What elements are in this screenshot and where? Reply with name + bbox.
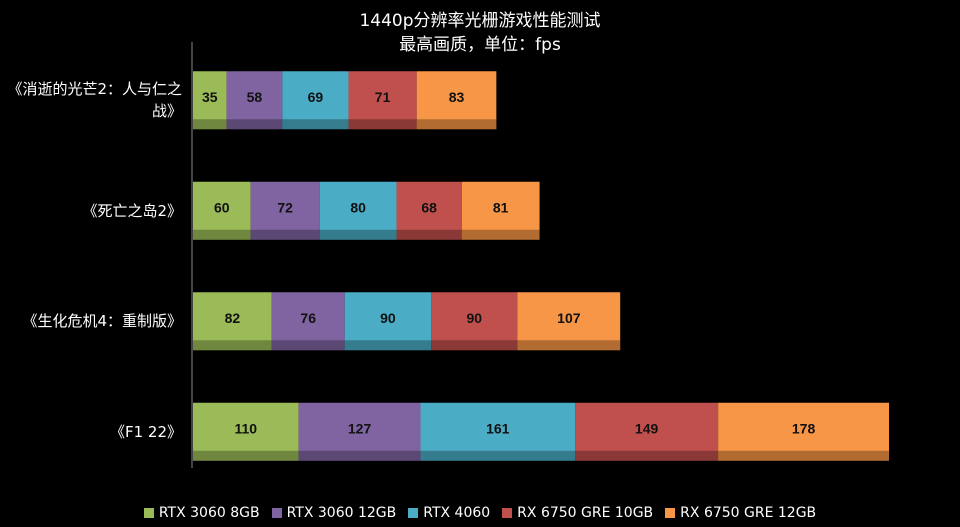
- bar-shade: [416, 119, 497, 130]
- value-label: 35: [202, 89, 218, 105]
- bar-segment: [298, 402, 421, 461]
- value-label: 72: [277, 199, 293, 215]
- legend-swatch: [271, 508, 282, 518]
- value-label: 178: [792, 420, 816, 436]
- bar-shade: [250, 229, 320, 240]
- bar-shade: [282, 119, 349, 130]
- bar-segment: [193, 71, 227, 130]
- bar-segment: [193, 292, 272, 351]
- bar-shade: [517, 340, 621, 351]
- bar-shade: [344, 340, 432, 351]
- value-label: 110: [235, 420, 258, 436]
- value-label: 82: [225, 310, 241, 326]
- legend: RTX 3060 8GB RTX 3060 12GB RTX 4060 RX 6750…: [0, 505, 960, 521]
- category-label: 《死亡之岛2》: [82, 201, 182, 220]
- bar-shade: [271, 340, 345, 351]
- bar-shade: [193, 450, 299, 461]
- bar-segment: [416, 71, 497, 130]
- legend-item: RX 6750 GRE 10GB: [502, 505, 653, 521]
- legend-item: RTX 3060 12GB: [271, 505, 397, 521]
- bar-segment: [193, 181, 251, 240]
- chart-subtitle: 最高画质，单位：fps: [399, 35, 561, 55]
- bar-segment: [396, 181, 462, 240]
- value-label: 69: [308, 89, 324, 105]
- legend-label: RX 6750 GRE 10GB: [517, 505, 654, 521]
- value-label: 68: [421, 199, 437, 215]
- bar-segment: [431, 292, 518, 351]
- value-label: 127: [348, 420, 372, 436]
- legend-label: RTX 3060 12GB: [286, 505, 397, 521]
- bar-segment: [250, 181, 320, 240]
- legend-item: RTX 3060 8GB: [143, 505, 260, 521]
- legend-swatch: [502, 508, 513, 518]
- bar-segment: [271, 292, 345, 351]
- category-label: 《消逝的光芒2：人与仁之战》: [7, 80, 182, 121]
- value-label: 107: [557, 310, 581, 326]
- bar-shade: [461, 229, 540, 240]
- bar-segment: [718, 402, 889, 461]
- bar-shade: [193, 340, 272, 351]
- bar-shade: [226, 119, 283, 130]
- bar-segment: [344, 292, 432, 351]
- legend-label: RTX 4060: [423, 505, 491, 521]
- value-label: 58: [247, 89, 263, 105]
- bar-shade: [396, 229, 462, 240]
- bar-shade: [718, 450, 889, 461]
- bar-segment: [319, 181, 397, 240]
- bar-segment: [575, 402, 719, 461]
- legend-item: RTX 4060: [408, 505, 490, 521]
- category-label: 《F1 22》: [109, 422, 182, 441]
- bar-shade: [348, 119, 417, 130]
- bar-shade: [319, 229, 397, 240]
- value-label: 76: [300, 310, 316, 326]
- value-label: 80: [350, 199, 366, 215]
- value-label: 90: [466, 310, 482, 326]
- bar-shade: [431, 340, 518, 351]
- bar-segment: [282, 71, 349, 130]
- bar-segment: [420, 402, 576, 461]
- legend-label: RX 6750 GRE 12GB: [680, 505, 817, 521]
- bar-segment: [226, 71, 283, 130]
- bar-segment: [348, 71, 417, 130]
- bar-shade: [193, 229, 251, 240]
- value-label: 161: [486, 420, 510, 436]
- value-label: 83: [449, 89, 465, 105]
- category-label: 《生化危机4：重制版》: [22, 312, 182, 331]
- bar-shade: [420, 450, 576, 461]
- legend-swatch: [665, 508, 676, 518]
- bar-shade: [298, 450, 421, 461]
- bar-segment: [193, 402, 299, 461]
- value-label: 71: [375, 89, 391, 105]
- bar-segment: [461, 181, 540, 240]
- legend-swatch: [408, 508, 419, 518]
- value-label: 60: [214, 199, 230, 215]
- legend-label: RTX 3060 8GB: [158, 505, 260, 521]
- bar-segment: [517, 292, 621, 351]
- value-label: 149: [635, 420, 659, 436]
- legend-item: RX 6750 GRE 12GB: [665, 505, 816, 521]
- value-label: 81: [493, 199, 509, 215]
- bar-shade: [575, 450, 719, 461]
- legend-swatch: [143, 508, 154, 518]
- value-label: 90: [380, 310, 396, 326]
- chart-title: 1440p分辨率光栅游戏性能测试: [359, 11, 601, 31]
- bar-shade: [193, 119, 227, 130]
